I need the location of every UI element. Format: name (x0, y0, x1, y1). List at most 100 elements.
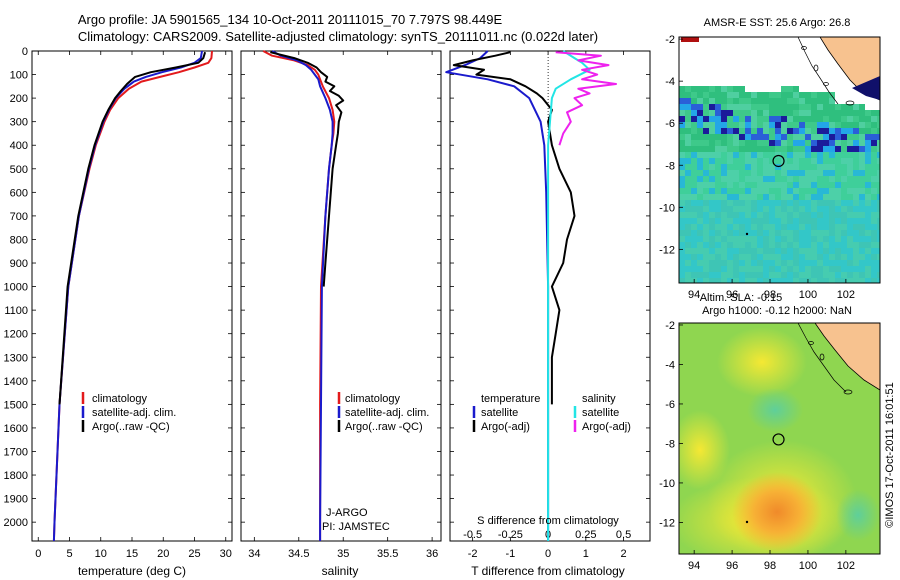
sst-cell (691, 260, 697, 266)
title-line-1: Argo profile: JA 5901565_134 10-Oct-2011… (78, 12, 503, 27)
lat-tick-label: -4 (665, 359, 675, 371)
sst-cell (775, 230, 781, 236)
sst-cell (793, 128, 799, 134)
sst-cell (877, 194, 880, 200)
sst-cell (817, 110, 823, 116)
sst-cell (751, 242, 757, 248)
sst-cell (685, 128, 691, 134)
sst-cell (709, 194, 715, 200)
sst-cell (691, 170, 697, 176)
sst-cell (847, 176, 853, 182)
sst-cell (805, 104, 811, 110)
top-tick-label: -0.5 (463, 529, 482, 541)
sst-cell (751, 104, 757, 110)
sst-cell (757, 134, 763, 140)
sst-cell (757, 260, 763, 266)
sst-cell (715, 194, 721, 200)
sst-cell (769, 164, 775, 170)
depth-tick-label: 500 (10, 164, 28, 176)
sst-cell (871, 206, 877, 212)
sst-cell (757, 224, 763, 230)
sst-cell (835, 164, 841, 170)
sst-cell (703, 152, 709, 158)
sst-cell (745, 116, 751, 122)
sst-cell (787, 176, 793, 182)
sst-cell (769, 158, 775, 164)
sst-cell (829, 128, 835, 134)
sst-cell (805, 266, 811, 272)
lon-tick-label: 94 (688, 289, 700, 301)
sst-cell (679, 206, 685, 212)
series-line-climatology (262, 50, 336, 541)
sst-cell (757, 272, 763, 278)
sst-cell (871, 176, 877, 182)
sst-cell (721, 176, 727, 182)
sst-cell (745, 98, 751, 104)
sst-cell (727, 158, 733, 164)
sst-cell (685, 140, 691, 146)
x-tick-label: 20 (157, 548, 169, 560)
sst-cell (745, 134, 751, 140)
sst-cell (751, 272, 757, 278)
sst-cell (793, 278, 799, 283)
sst-cell (697, 206, 703, 212)
sst-cell (817, 224, 823, 230)
sst-cell (805, 182, 811, 188)
sst-cell (703, 116, 709, 122)
sst-cell (781, 212, 787, 218)
sst-cell (685, 266, 691, 272)
sst-cell (703, 278, 709, 283)
sst-cell (853, 224, 859, 230)
lon-tick-label: 94 (688, 560, 700, 572)
sst-cell (733, 260, 739, 266)
sst-cell (823, 176, 829, 182)
sst-cell (793, 242, 799, 248)
sst-cell (697, 212, 703, 218)
sst-cell (703, 200, 709, 206)
sst-cell (775, 92, 781, 98)
sst-cell (817, 212, 823, 218)
sst-cell (835, 146, 841, 152)
argo-location-marker (772, 433, 785, 446)
sst-cell (757, 266, 763, 272)
sst-cell (703, 170, 709, 176)
sst-cell (793, 218, 799, 224)
sst-cell (817, 134, 823, 140)
sst-cell (775, 158, 781, 164)
sla-anomaly (717, 327, 807, 397)
sst-cell (763, 248, 769, 254)
sst-cell (691, 116, 697, 122)
sst-cell (781, 152, 787, 158)
sst-cell (739, 236, 745, 242)
sst-cell (835, 260, 841, 266)
sst-cell (721, 200, 727, 206)
sst-cell (793, 134, 799, 140)
sst-cell (709, 146, 715, 152)
sst-cell (739, 212, 745, 218)
sst-cell (697, 134, 703, 140)
sst-cell (841, 152, 847, 158)
sst-cell (739, 134, 745, 140)
sst-cell (769, 224, 775, 230)
sst-cell (703, 242, 709, 248)
sst-cell (847, 254, 853, 260)
sst-cell (829, 236, 835, 242)
sst-cell (847, 278, 853, 283)
sst-cell (679, 116, 685, 122)
sst-cell (697, 176, 703, 182)
lat-tick-label: -12 (659, 244, 675, 256)
sst-cell (805, 164, 811, 170)
sst-cell (847, 248, 853, 254)
sst-cell (721, 134, 727, 140)
sst-cell (829, 242, 835, 248)
sst-cell (817, 146, 823, 152)
sst-cell (805, 110, 811, 116)
sst-cell (715, 158, 721, 164)
sst-cell (835, 122, 841, 128)
series-line-satellite-adj-clim- (271, 50, 334, 541)
sst-cell (781, 206, 787, 212)
sst-cell (679, 272, 685, 278)
sst-cell (715, 116, 721, 122)
sst-cell (805, 194, 811, 200)
sst-cell (865, 218, 871, 224)
